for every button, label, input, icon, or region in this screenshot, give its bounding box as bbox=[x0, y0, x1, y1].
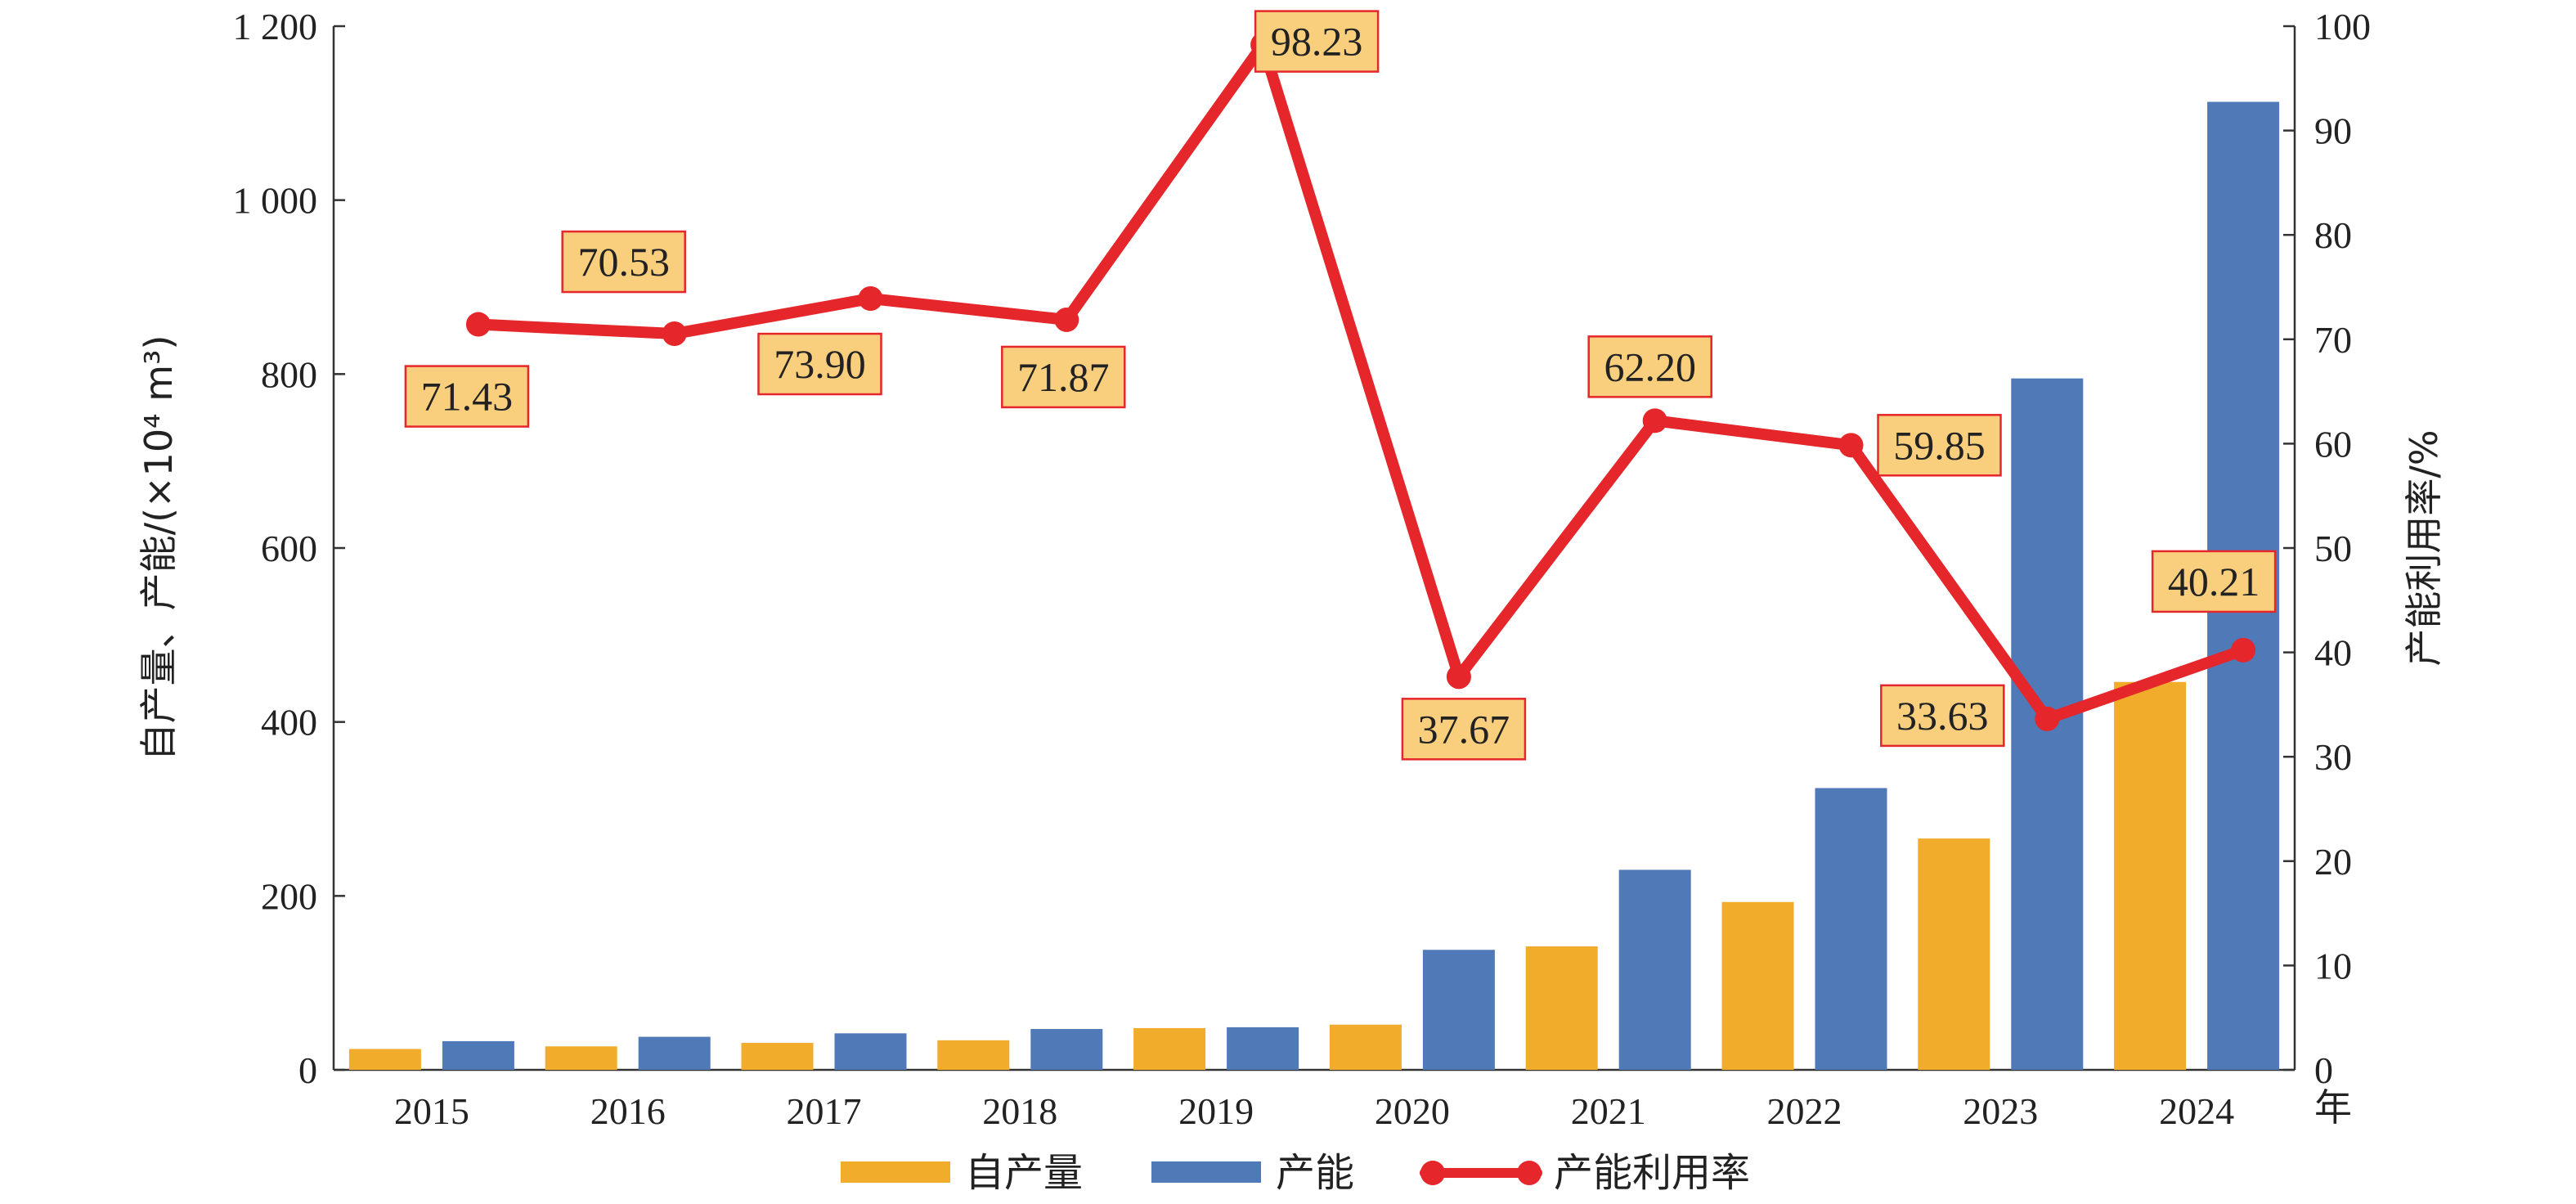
x-tick-label: 2018 bbox=[982, 1090, 1057, 1132]
y-right-tick-label: 80 bbox=[2314, 214, 2352, 256]
bar-output bbox=[348, 1049, 421, 1070]
y-right-tick-label: 20 bbox=[2314, 841, 2352, 883]
data-label-box bbox=[2151, 550, 2277, 613]
legend-swatch-capacity bbox=[1151, 1161, 1261, 1183]
data-label: 71.43 bbox=[421, 374, 514, 420]
data-label: 59.85 bbox=[1893, 422, 1986, 468]
y-left-tick-label: 600 bbox=[261, 528, 317, 569]
utilization-line bbox=[472, 38, 2250, 725]
y-right-tick-label: 100 bbox=[2314, 6, 2371, 47]
bar-capacity bbox=[1227, 1027, 1299, 1070]
y-right-tick-label: 30 bbox=[2314, 736, 2352, 778]
data-label: 33.63 bbox=[1896, 693, 1989, 739]
legend-swatch-output bbox=[841, 1161, 950, 1183]
data-label: 62.20 bbox=[1604, 344, 1696, 389]
data-labels: 71.43 70.53 73.90 71.87 98.23 37.67 62.20 59.85… bbox=[404, 10, 2277, 761]
data-label-box bbox=[757, 332, 882, 396]
y-left-tick-label: 400 bbox=[261, 702, 317, 744]
legend-label-utilization: 产能利用率 bbox=[1554, 1150, 1750, 1196]
bar-output bbox=[545, 1046, 617, 1070]
utilization-point bbox=[2035, 706, 2060, 731]
bar-capacity bbox=[834, 1033, 907, 1070]
y-right-tick-label: 40 bbox=[2314, 632, 2352, 674]
bar-output bbox=[1721, 901, 1794, 1070]
y-left-tick-label: 0 bbox=[298, 1049, 317, 1091]
data-label: 98.23 bbox=[1271, 19, 1363, 65]
bar-output bbox=[2114, 681, 2187, 1070]
data-label-box bbox=[1254, 10, 1380, 73]
legend-label-output: 自产量 bbox=[965, 1150, 1083, 1196]
x-tick-label: 2017 bbox=[787, 1090, 862, 1132]
bar-output bbox=[1525, 946, 1598, 1070]
bars bbox=[348, 101, 2280, 1070]
axes: 0 200 400 600 800 1 000 1 200 0 10 20 30 40 50 60 70 80… bbox=[137, 6, 2446, 1132]
data-label: 40.21 bbox=[2168, 559, 2260, 604]
bar-capacity bbox=[1815, 788, 1887, 1070]
bar-output bbox=[741, 1043, 814, 1070]
bar-capacity bbox=[442, 1040, 514, 1070]
y-left-axis-title: 自产量、产能/(×10⁴ m³) bbox=[137, 335, 181, 761]
bar-output bbox=[1133, 1027, 1206, 1070]
bar-output bbox=[1918, 838, 1990, 1070]
data-label-box bbox=[1587, 335, 1712, 398]
data-label: 37.67 bbox=[1418, 706, 1510, 752]
y-right-tick-label: 60 bbox=[2314, 423, 2352, 465]
x-tick-label: 2023 bbox=[1963, 1090, 2038, 1132]
utilization-point bbox=[1642, 408, 1667, 434]
bar-capacity bbox=[1030, 1029, 1103, 1070]
utilization-point bbox=[2231, 637, 2256, 663]
utilization-point bbox=[1446, 664, 1471, 690]
data-label: 70.53 bbox=[577, 239, 670, 285]
y-right-tick-label: 10 bbox=[2314, 945, 2352, 986]
data-label-box bbox=[404, 365, 530, 428]
x-tick-label: 2022 bbox=[1767, 1090, 1842, 1132]
x-unit-label: 年 bbox=[2314, 1085, 2352, 1130]
y-left-tick-label: 1 000 bbox=[233, 180, 318, 222]
x-tick-label: 2021 bbox=[1571, 1090, 1646, 1132]
data-label: 73.90 bbox=[774, 341, 866, 387]
data-label-box bbox=[1001, 345, 1126, 409]
utilization-point bbox=[858, 286, 883, 312]
utilization-point bbox=[662, 321, 687, 347]
legend-marker-utilization bbox=[1517, 1161, 1542, 1185]
x-tick-label: 2024 bbox=[2159, 1090, 2234, 1132]
x-tick-label: 2020 bbox=[1375, 1090, 1450, 1132]
legend: 自产量 产能 产能利用率 bbox=[841, 1150, 1750, 1196]
legend-label-capacity: 产能 bbox=[1276, 1150, 1354, 1196]
utilization-point bbox=[1054, 307, 1079, 332]
y-right-tick-label: 70 bbox=[2314, 319, 2352, 361]
utilization-point bbox=[1838, 433, 1864, 458]
y-right-tick-label: 0 bbox=[2314, 1049, 2333, 1091]
bar-output bbox=[1329, 1024, 1402, 1070]
bar-output bbox=[937, 1040, 1010, 1070]
data-label-box bbox=[1401, 698, 1527, 761]
legend-marker-utilization bbox=[1420, 1161, 1445, 1185]
y-right-tick-label: 90 bbox=[2314, 110, 2352, 152]
bar-capacity bbox=[638, 1036, 711, 1070]
x-tick-label: 2016 bbox=[590, 1090, 666, 1132]
y-left-tick-label: 800 bbox=[261, 353, 317, 395]
data-label: 71.87 bbox=[1017, 354, 1110, 400]
utilization-point bbox=[465, 312, 491, 337]
data-label-box bbox=[561, 230, 686, 294]
x-tick-label: 2015 bbox=[394, 1090, 469, 1132]
x-tick-label: 2019 bbox=[1178, 1090, 1254, 1132]
y-right-tick-label: 50 bbox=[2314, 528, 2352, 569]
data-label-box bbox=[1877, 414, 2002, 477]
y-right-axis-title: 产能利用率/% bbox=[2402, 429, 2446, 666]
bar-capacity bbox=[1618, 869, 1691, 1070]
y-left-tick-label: 200 bbox=[261, 875, 317, 917]
line-series bbox=[465, 32, 2256, 731]
data-label-box bbox=[1880, 684, 2005, 748]
bar-capacity bbox=[1422, 950, 1495, 1070]
y-left-tick-label: 1 200 bbox=[233, 6, 318, 47]
